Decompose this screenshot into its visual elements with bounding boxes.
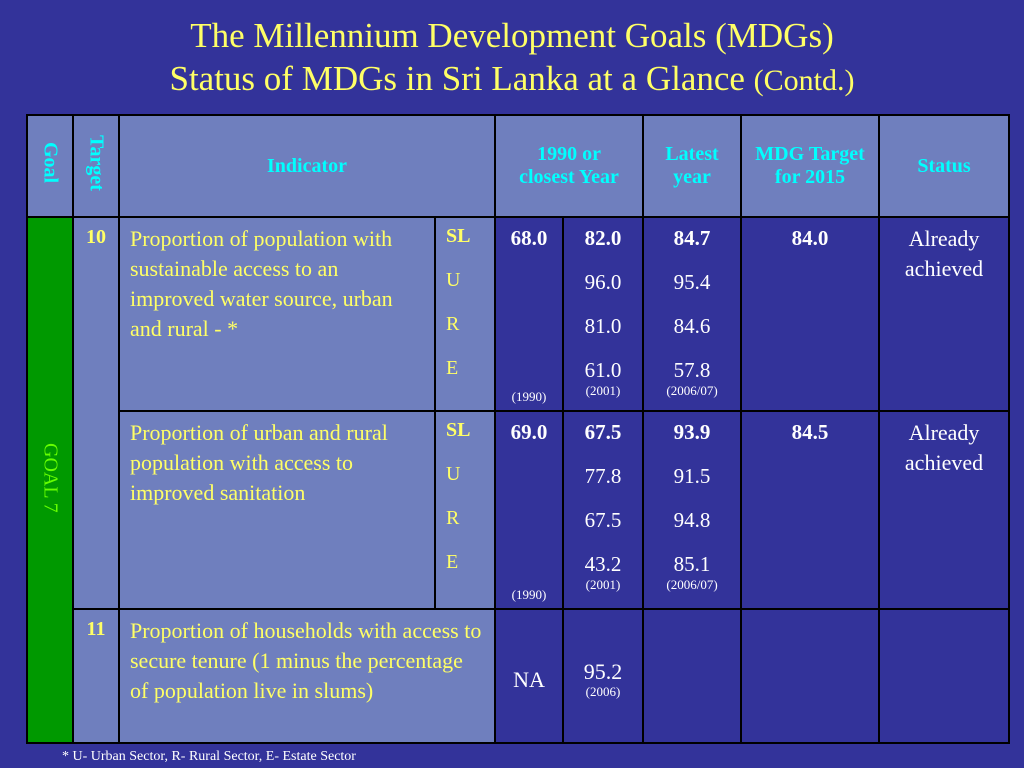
latest-value: 94.8 (673, 508, 711, 532)
status-cell: Already achieved (878, 216, 1011, 412)
base-value: NA (513, 667, 545, 692)
empty-cell (740, 608, 881, 744)
goal-cell: GOAL 7 (26, 216, 74, 744)
mid-value-cell: 95.2 (2006) (561, 608, 645, 744)
latest-value: 91.5 (673, 464, 711, 488)
mid-value: 95.2 (583, 659, 623, 684)
sector-label: R (446, 313, 460, 335)
indicator-cell: Proportion of households with access to … (118, 608, 496, 744)
mid-value: 67.5 (584, 420, 622, 444)
mid-value-cell: 67.5 77.8 67.5 43.2 (2001) (561, 410, 645, 610)
title-line-2: Status of MDGs in Sri Lanka at a Glance … (0, 57, 1024, 102)
sector-label: SL (446, 419, 471, 441)
header-latest-year: Latest year (642, 114, 743, 218)
base-year: (1990) (511, 389, 547, 404)
sector-label: E (446, 357, 459, 379)
header-status: Status (878, 114, 1011, 218)
slide-title: The Millennium Development Goals (MDGs) … (0, 14, 1024, 102)
table-row: 11 Proportion of households with access … (27, 608, 1011, 744)
sector-label: U (446, 463, 461, 485)
mdg-target-value: 84.5 (740, 410, 881, 610)
sector-label: R (446, 507, 460, 529)
mid-value: 96.0 (584, 270, 622, 294)
mid-value: 67.5 (584, 508, 622, 532)
target-cell: 11 (72, 608, 120, 744)
latest-value-cell: 93.9 91.5 94.8 85.1 (2006/07) (642, 410, 743, 610)
title-line-2-contd: (Contd.) (753, 64, 855, 97)
mid-value-cell: 82.0 96.0 81.0 61.0 (2001) (561, 216, 645, 412)
base-value-cell: 69.0 (1990) (494, 410, 564, 610)
latest-value-cell: 84.7 95.4 84.6 57.8 (2006/07) (642, 216, 743, 412)
base-value-cell: 68.0 (1990) (494, 216, 564, 412)
mid-year: (2006) (585, 684, 621, 699)
empty-cell (878, 608, 1011, 744)
base-year: (1990) (511, 587, 547, 602)
header-goal: Goal (26, 114, 74, 218)
table-row: Proportion of urban and rural population… (27, 410, 1011, 610)
base-value: 68.0 (510, 226, 548, 250)
header-target: Target (72, 114, 120, 218)
mid-value: 61.0 (584, 358, 622, 382)
title-line-2-main: Status of MDGs in Sri Lanka at a Glance (169, 59, 745, 98)
mid-value: 82.0 (584, 226, 622, 250)
empty-cell (642, 608, 743, 744)
goal-label: GOAL 7 (39, 442, 62, 513)
latest-value: 57.8 (673, 358, 711, 382)
sector-label: SL (446, 225, 471, 247)
latest-value: 93.9 (673, 420, 711, 444)
sector-label: E (446, 551, 459, 573)
latest-value: 85.1 (673, 552, 711, 576)
header-indicator: Indicator (118, 114, 496, 218)
indicator-cell: Proportion of population with sustainabl… (118, 216, 436, 412)
indicator-cell: Proportion of urban and rural population… (118, 410, 436, 610)
mid-value: 81.0 (584, 314, 622, 338)
header-mdg-target: MDG Target for 2015 (740, 114, 881, 218)
mdg-status-table: Goal Target Indicator 1990 or closest Ye… (26, 114, 1011, 744)
latest-year: (2006/07) (666, 383, 718, 398)
base-value-cell: NA (494, 608, 564, 744)
mid-year: (2001) (585, 383, 621, 398)
header-base-year: 1990 or closest Year (493, 114, 645, 218)
sector-cell: SL U R E (434, 216, 496, 412)
title-line-1: The Millennium Development Goals (MDGs) (190, 16, 834, 55)
base-value: 69.0 (510, 420, 548, 444)
status-cell: Already achieved (878, 410, 1011, 610)
latest-value: 84.6 (673, 314, 711, 338)
latest-value: 84.7 (673, 226, 711, 250)
target-cell: 10 (72, 216, 120, 610)
mid-value: 77.8 (584, 464, 622, 488)
sector-cell: SL U R E (434, 410, 496, 610)
latest-year: (2006/07) (666, 577, 718, 592)
footnote: * U- Urban Sector, R- Rural Sector, E- E… (62, 749, 356, 764)
table-row: GOAL 7 10 Proportion of population with … (26, 216, 1011, 744)
mdg-target-value: 84.0 (740, 216, 881, 412)
mid-year: (2001) (585, 577, 621, 592)
header-row: Goal Target Indicator 1990 or closest Ye… (26, 114, 1011, 218)
mid-value: 43.2 (584, 552, 622, 576)
latest-value: 95.4 (673, 270, 711, 294)
sector-label: U (446, 269, 461, 291)
